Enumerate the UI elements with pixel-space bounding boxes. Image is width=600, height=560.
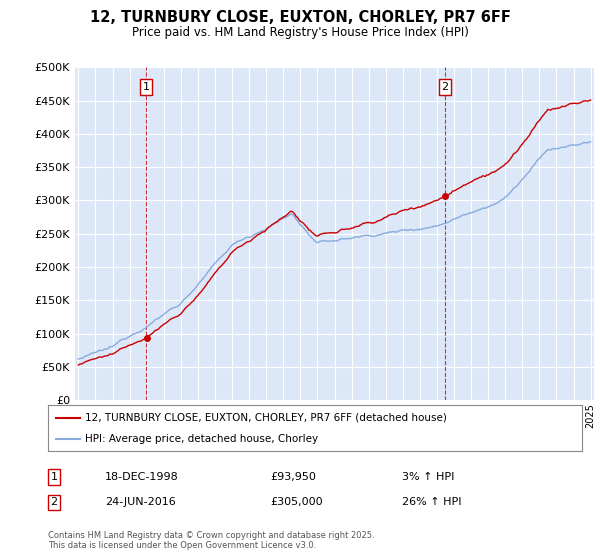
Text: 12, TURNBURY CLOSE, EUXTON, CHORLEY, PR7 6FF (detached house): 12, TURNBURY CLOSE, EUXTON, CHORLEY, PR7… [85,413,447,423]
Text: £305,000: £305,000 [270,497,323,507]
Text: HPI: Average price, detached house, Chorley: HPI: Average price, detached house, Chor… [85,435,319,444]
Text: 1: 1 [143,82,149,92]
Text: 26% ↑ HPI: 26% ↑ HPI [402,497,461,507]
Text: £93,950: £93,950 [270,472,316,482]
Text: 18-DEC-1998: 18-DEC-1998 [105,472,179,482]
Text: 1: 1 [50,472,58,482]
Text: 24-JUN-2016: 24-JUN-2016 [105,497,176,507]
Text: 2: 2 [50,497,58,507]
Text: 3% ↑ HPI: 3% ↑ HPI [402,472,454,482]
Text: 12, TURNBURY CLOSE, EUXTON, CHORLEY, PR7 6FF: 12, TURNBURY CLOSE, EUXTON, CHORLEY, PR7… [89,10,511,25]
Text: 2: 2 [442,82,449,92]
Text: Price paid vs. HM Land Registry's House Price Index (HPI): Price paid vs. HM Land Registry's House … [131,26,469,39]
Text: Contains HM Land Registry data © Crown copyright and database right 2025.
This d: Contains HM Land Registry data © Crown c… [48,531,374,550]
